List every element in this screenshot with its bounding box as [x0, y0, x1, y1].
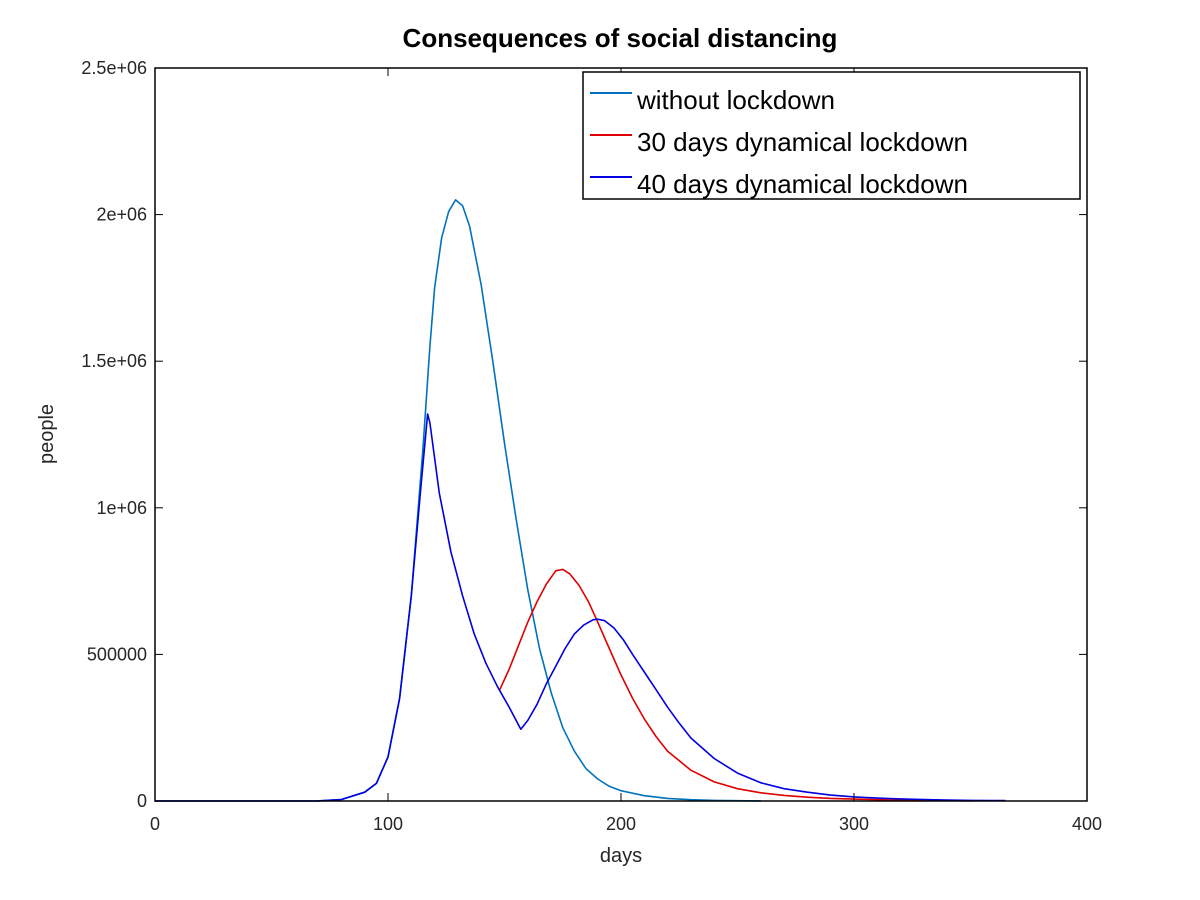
- legend-label-2: 40 days dynamical lockdown: [637, 169, 968, 199]
- y-tick-label: 500000: [87, 644, 147, 664]
- x-tick-label: 400: [1072, 814, 1102, 834]
- x-tick-label: 100: [373, 814, 403, 834]
- x-tick-label: 300: [839, 814, 869, 834]
- chart-title: Consequences of social distancing: [403, 23, 838, 53]
- y-tick-label: 0: [137, 791, 147, 811]
- y-tick-label: 1e+06: [96, 498, 147, 518]
- legend-label-1: 30 days dynamical lockdown: [637, 127, 968, 157]
- legend: without lockdown 30 days dynamical lockdo…: [582, 71, 1081, 200]
- legend-box: [582, 71, 1081, 200]
- x-tick-label: 200: [606, 814, 636, 834]
- x-axis-label: days: [600, 845, 642, 867]
- y-tick-label: 2e+06: [96, 205, 147, 225]
- y-axis-label: people: [36, 404, 58, 464]
- x-tick-label: 0: [150, 814, 160, 834]
- ticks-layer: 0 100 200 300 400 0 500000 1e+06 1.5e+06 2e+06 2.5…: [81, 58, 1102, 834]
- y-tick-label: 2.5e+06: [81, 58, 147, 78]
- series-line-2: [155, 413, 1006, 802]
- y-tick-label: 1.5e+06: [81, 351, 147, 371]
- legend-label-0: without lockdown: [636, 85, 835, 115]
